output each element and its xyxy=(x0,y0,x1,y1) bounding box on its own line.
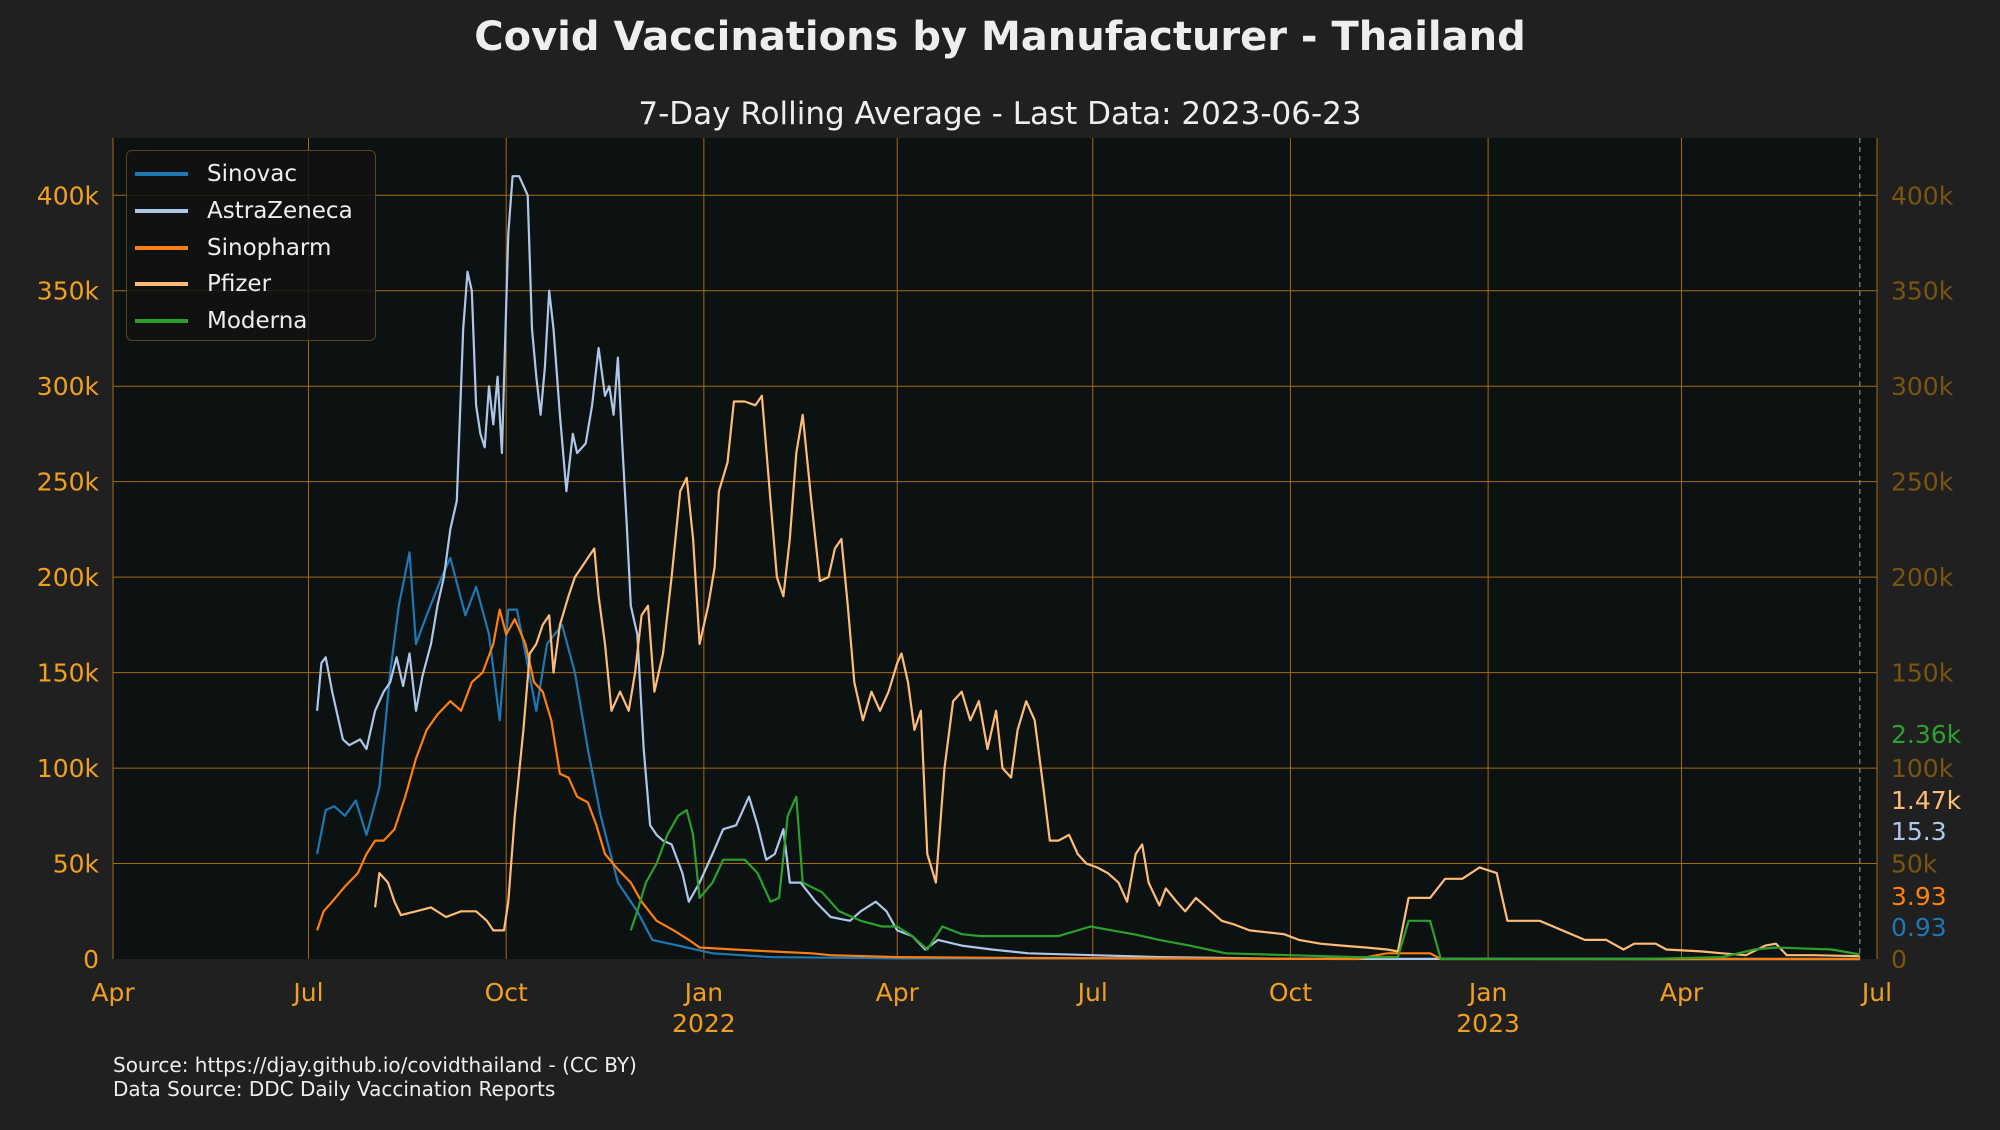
footer-data-source: Data Source: DDC Daily Vaccination Repor… xyxy=(113,1077,556,1101)
legend-item-moderna: Moderna xyxy=(135,306,307,336)
y-tick-label-right: 200k xyxy=(1891,563,1954,592)
legend-item-sinovac: Sinovac xyxy=(135,159,297,189)
y-tick-label: 150k xyxy=(37,659,100,688)
x-tick-year-label: 2023 xyxy=(1456,1009,1520,1038)
x-tick-label: Jul xyxy=(1076,978,1108,1007)
y-tick-label-right: 400k xyxy=(1891,181,1954,210)
end-value-label-astrazeneca: 15.3 xyxy=(1891,817,1947,846)
legend-label: Pfizer xyxy=(207,271,272,297)
legend-swatch xyxy=(135,209,188,213)
y-tick-label-right: 0 xyxy=(1891,945,1907,974)
x-tick-year-label: 2022 xyxy=(672,1009,736,1038)
y-tick-label-right: 250k xyxy=(1891,468,1954,497)
x-tick-label: Oct xyxy=(485,978,528,1007)
footer-source: Source: https://djay.github.io/covidthai… xyxy=(113,1053,637,1077)
y-tick-label-right: 50k xyxy=(1891,850,1938,879)
legend-label: Sinovac xyxy=(207,161,297,187)
y-tick-label-right: 100k xyxy=(1891,754,1954,783)
legend-item-pfizer: Pfizer xyxy=(135,269,271,299)
series-line-sinovac xyxy=(316,551,1860,961)
legend-label: AstraZeneca xyxy=(207,198,353,224)
legend-swatch xyxy=(135,282,188,286)
series-line-pfizer xyxy=(374,394,1860,958)
y-tick-label-right: 350k xyxy=(1891,277,1954,306)
y-tick-label: 250k xyxy=(37,468,100,497)
y-tick-label: 0 xyxy=(83,945,99,974)
chart-title: Covid Vaccinations by Manufacturer - Tha… xyxy=(474,14,1526,60)
legend-item-sinopharm: Sinopharm xyxy=(135,233,331,263)
x-tick-label: Oct xyxy=(1269,978,1312,1007)
y-tick-label: 100k xyxy=(37,754,100,783)
end-value-label-moderna: 2.36k xyxy=(1891,720,1962,749)
y-tick-label: 200k xyxy=(37,563,100,592)
x-tick-label: Jul xyxy=(291,978,323,1007)
x-tick-label: Jan xyxy=(683,978,724,1007)
plot-background xyxy=(113,138,1877,959)
y-tick-label-right: 150k xyxy=(1891,659,1954,688)
x-tick-label: Apr xyxy=(1660,978,1704,1007)
end-value-label-sinopharm: 3.93 xyxy=(1891,882,1947,911)
y-tick-label: 400k xyxy=(37,181,100,210)
legend-swatch xyxy=(135,172,188,176)
end-value-label-pfizer: 1.47k xyxy=(1891,786,1962,815)
series-line-moderna xyxy=(629,795,1860,961)
legend-swatch xyxy=(135,246,188,250)
x-tick-label: Apr xyxy=(876,978,920,1007)
y-tick-label: 50k xyxy=(53,850,100,879)
legend: Sinovac AstraZeneca Sinopharm Pfizer Mod… xyxy=(126,150,376,341)
series-line-astrazeneca xyxy=(316,175,1860,961)
y-tick-label: 300k xyxy=(37,372,100,401)
legend-label: Sinopharm xyxy=(207,235,332,261)
x-tick-label: Jan xyxy=(1467,978,1508,1007)
legend-swatch xyxy=(135,319,188,323)
x-tick-label: Jul xyxy=(1860,978,1892,1007)
series-line-sinopharm xyxy=(316,608,1860,961)
legend-label: Moderna xyxy=(207,308,308,334)
y-tick-label-right: 300k xyxy=(1891,372,1954,401)
legend-item-astrazeneca: AstraZeneca xyxy=(135,196,353,226)
x-tick-label: Apr xyxy=(91,978,135,1007)
chart-subtitle: 7-Day Rolling Average - Last Data: 2023-… xyxy=(638,96,1362,132)
y-tick-label: 350k xyxy=(37,277,100,306)
end-value-label-sinovac: 0.93 xyxy=(1891,913,1947,942)
